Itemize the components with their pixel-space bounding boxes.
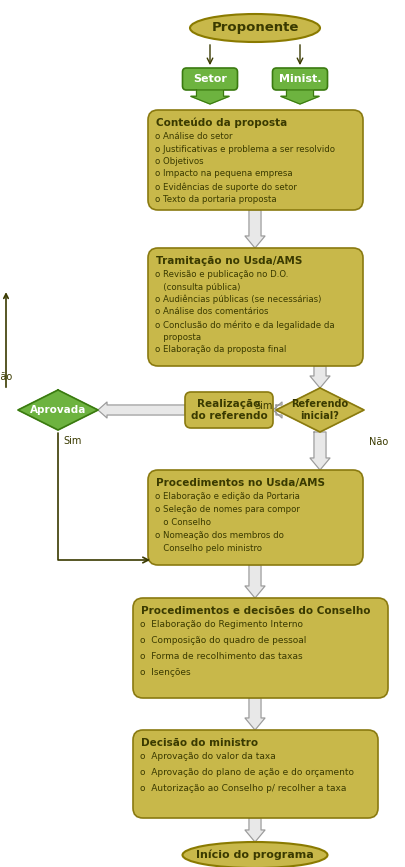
FancyBboxPatch shape — [133, 598, 388, 698]
FancyBboxPatch shape — [148, 470, 363, 565]
Text: Referendo: Referendo — [292, 399, 349, 409]
Text: o  Aprovação do plano de ação e do orçamento: o Aprovação do plano de ação e do orçame… — [140, 768, 354, 777]
Text: o Audiências públicas (se necessárias): o Audiências públicas (se necessárias) — [155, 295, 322, 304]
Text: Conteúdo da proposta: Conteúdo da proposta — [156, 118, 287, 128]
Polygon shape — [98, 402, 185, 418]
Text: do referendo: do referendo — [191, 411, 267, 421]
Text: Procedimentos no Usda/AMS: Procedimentos no Usda/AMS — [156, 478, 325, 488]
Text: o Justificativas e problema a ser resolvido: o Justificativas e problema a ser resolv… — [155, 145, 335, 153]
Text: o Evidências de suporte do setor: o Evidências de suporte do setor — [155, 182, 297, 192]
Polygon shape — [245, 698, 265, 730]
Text: o  Aprovação do valor da taxa: o Aprovação do valor da taxa — [140, 752, 276, 761]
Text: Minist.: Minist. — [279, 74, 321, 84]
Text: o Revisão e publicação no D.O.: o Revisão e publicação no D.O. — [155, 270, 288, 279]
FancyBboxPatch shape — [148, 110, 363, 210]
Text: o  Elaboração do Regimento Interno: o Elaboração do Regimento Interno — [140, 620, 303, 629]
Polygon shape — [245, 565, 265, 598]
Polygon shape — [18, 390, 98, 430]
Text: o Análise do setor: o Análise do setor — [155, 132, 232, 141]
FancyBboxPatch shape — [148, 248, 363, 366]
Text: (consulta pública): (consulta pública) — [155, 283, 241, 291]
Text: Não: Não — [369, 437, 388, 447]
Text: Início do programa: Início do programa — [196, 850, 314, 860]
Text: inicial?: inicial? — [301, 411, 339, 421]
Text: Conselho pelo ministro: Conselho pelo ministro — [155, 544, 262, 553]
Polygon shape — [310, 366, 330, 388]
FancyBboxPatch shape — [133, 730, 378, 818]
Polygon shape — [281, 90, 319, 104]
Text: Realização: Realização — [197, 399, 261, 409]
Polygon shape — [310, 432, 330, 470]
Text: o Elaboração e edição da Portaria: o Elaboração e edição da Portaria — [155, 492, 300, 501]
Text: o Impacto na pequena empresa: o Impacto na pequena empresa — [155, 170, 293, 179]
Polygon shape — [273, 402, 282, 418]
Text: o Conclusão do mérito e da legalidade da: o Conclusão do mérito e da legalidade da — [155, 320, 335, 329]
Text: o Elaboração da proposta final: o Elaboração da proposta final — [155, 345, 286, 354]
Text: o  Forma de recolhimento das taxas: o Forma de recolhimento das taxas — [140, 652, 303, 661]
Text: Proponente: Proponente — [211, 22, 298, 35]
Polygon shape — [245, 210, 265, 248]
Text: o  Composição do quadro de pessoal: o Composição do quadro de pessoal — [140, 636, 306, 645]
Text: Tramitação no Usda/AMS: Tramitação no Usda/AMS — [156, 256, 303, 266]
Text: proposta: proposta — [155, 333, 201, 342]
Text: o  Isenções: o Isenções — [140, 668, 191, 677]
FancyBboxPatch shape — [185, 392, 273, 428]
Text: o Texto da portaria proposta: o Texto da portaria proposta — [155, 194, 277, 204]
Polygon shape — [245, 818, 265, 842]
Text: Decisão do ministro: Decisão do ministro — [141, 738, 258, 748]
Ellipse shape — [183, 842, 328, 867]
Text: o Seleção de nomes para compor: o Seleção de nomes para compor — [155, 505, 300, 514]
Polygon shape — [191, 90, 229, 104]
Text: Sim: Sim — [63, 436, 81, 446]
Text: o Nomeação dos membros do: o Nomeação dos membros do — [155, 531, 284, 540]
Text: Setor: Setor — [193, 74, 227, 84]
Text: o  Autorização ao Conselho p/ recolher a taxa: o Autorização ao Conselho p/ recolher a … — [140, 784, 346, 793]
Text: Sim: Sim — [255, 401, 273, 411]
Ellipse shape — [190, 14, 320, 42]
Text: o Objetivos: o Objetivos — [155, 157, 204, 166]
Polygon shape — [276, 388, 364, 432]
Text: o Análise dos comentários: o Análise dos comentários — [155, 308, 269, 316]
Text: Não: Não — [0, 372, 13, 382]
Text: Aprovada: Aprovada — [30, 405, 86, 415]
FancyBboxPatch shape — [273, 68, 328, 90]
Text: o Conselho: o Conselho — [155, 518, 211, 527]
Text: Procedimentos e decisões do Conselho: Procedimentos e decisões do Conselho — [141, 606, 371, 616]
FancyBboxPatch shape — [183, 68, 237, 90]
